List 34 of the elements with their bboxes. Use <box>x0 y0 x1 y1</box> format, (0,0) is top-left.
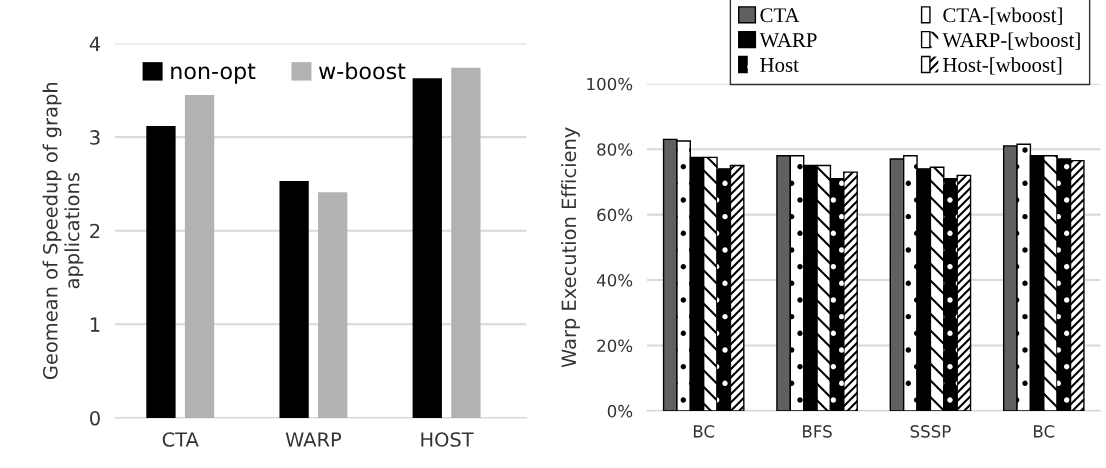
y-tick-label: 1 <box>90 317 100 332</box>
legend-label: CTA-[wboost] <box>943 7 1062 25</box>
x-tick-label: BFS <box>803 425 832 438</box>
bar <box>451 67 481 418</box>
y-axis-title: Geomean of Speedup of graph applications <box>42 82 84 380</box>
y-tick-label: 100% <box>587 77 633 91</box>
x-tick-label: BC <box>693 425 715 438</box>
x-tick-label: CTA <box>162 432 199 447</box>
bar <box>184 95 215 418</box>
x-tick-label: BC <box>1034 425 1055 438</box>
legend-label: w-boost <box>319 62 406 80</box>
bar <box>412 78 442 418</box>
y-tick-label: 40% <box>596 274 633 287</box>
y-axis-title: Warp Execution Efficieny <box>561 127 580 368</box>
y-tick-label: 60% <box>597 208 633 222</box>
y-tick-label: 20% <box>597 339 633 353</box>
y-tick-label: 0% <box>607 404 633 418</box>
y-tick-label: 3 <box>90 130 100 145</box>
x-tick-label: HOST <box>421 432 474 447</box>
legend-label: Host <box>760 58 799 72</box>
legend-label: Host-[wboost] <box>943 57 1062 75</box>
bar <box>279 181 309 418</box>
y-tick-label: 4 <box>89 36 101 51</box>
bar <box>318 192 348 418</box>
x-tick-label: WARP <box>285 432 342 447</box>
y-tick-label: 0 <box>90 410 100 426</box>
x-tick-label: SSSP <box>910 425 951 438</box>
legend-label: WARP <box>759 33 817 48</box>
y-tick-label: 80% <box>597 143 633 156</box>
legend-label: WARP-[wboost] <box>942 32 1080 50</box>
legend-label: non-opt <box>171 63 256 84</box>
legend-label: CTA <box>760 8 800 23</box>
bar <box>146 125 176 418</box>
y-tick-label: 2 <box>90 223 100 239</box>
